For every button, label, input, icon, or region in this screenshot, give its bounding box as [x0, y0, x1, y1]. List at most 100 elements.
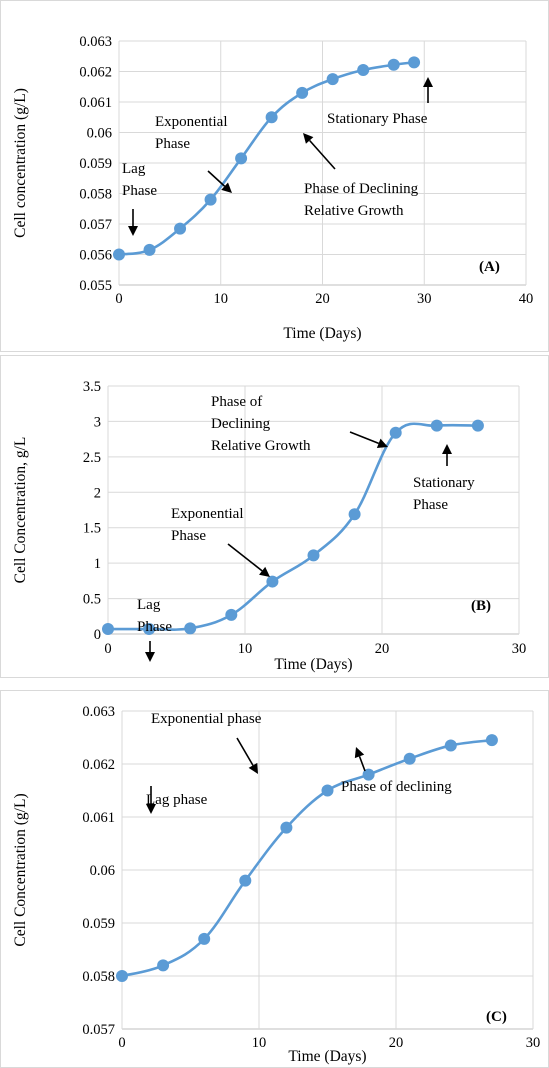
- chart-c-svg: 0.057 0.058 0.059 0.06 0.061 0.062 0.063 0 10 20 3…: [12, 704, 540, 1065]
- data-point: [389, 426, 402, 439]
- chart-b-svg: 0 0.5 1 1.5 2 2.5 3 3.5 0 10 20 30 Time (Days) Cell C…: [12, 379, 527, 673]
- y-tick-label: 0.059: [79, 156, 112, 172]
- annotation-arrow: [128, 209, 138, 236]
- x-tick-label: 30: [417, 291, 432, 307]
- panel-label: (B): [471, 598, 491, 614]
- annotation-arrow: [442, 444, 452, 466]
- data-point: [444, 739, 457, 752]
- data-point: [403, 752, 416, 765]
- y-tick-label: 0.062: [79, 65, 112, 81]
- y-tick-label: 0.06: [87, 126, 112, 142]
- x-tick-label: 0: [104, 641, 111, 657]
- data-point: [143, 243, 156, 256]
- data-point: [225, 608, 238, 621]
- x-tick-label: 10: [238, 641, 253, 657]
- panel-label: (C): [486, 1009, 507, 1025]
- data-point: [296, 86, 309, 99]
- annotation-arrow: [146, 786, 156, 814]
- x-tick-label: 0: [115, 291, 122, 307]
- data-point: [408, 56, 421, 69]
- y-tick-label: 2: [94, 485, 101, 501]
- phase-annotation: Phase: [137, 619, 172, 635]
- data-point: [198, 932, 211, 945]
- x-tick-label: 20: [315, 291, 330, 307]
- y-tick-label: 3: [94, 414, 101, 430]
- phase-annotation: Stationary Phase: [327, 111, 428, 127]
- series-line: [121, 738, 493, 978]
- phase-annotation: Lag phase: [146, 792, 208, 808]
- phase-annotation: Phase: [122, 183, 157, 199]
- y-tick-label: 0.063: [82, 704, 115, 720]
- x-axis-label: Time (Days): [288, 1048, 366, 1065]
- data-point: [471, 419, 484, 432]
- annotation-arrow: [145, 641, 155, 662]
- y-tick-label: 3.5: [83, 379, 101, 395]
- x-tick-label: 0: [118, 1035, 125, 1051]
- phase-annotation: Exponential: [155, 114, 227, 130]
- y-tick-label: 1: [94, 556, 101, 572]
- annotation-arrow: [207, 170, 232, 193]
- data-point: [102, 623, 114, 636]
- y-axis-label: Cell Concentration (g/L): [12, 793, 29, 946]
- y-axis-label: Cell concentration (g/L): [12, 88, 29, 238]
- data-point: [280, 821, 293, 834]
- y-tick-label: 0.5: [83, 592, 101, 608]
- y-tick-label: 0.063: [79, 34, 112, 50]
- x-tick-label: 10: [252, 1035, 267, 1051]
- y-tick-label: 1.5: [83, 521, 101, 537]
- annotation-arrow: [227, 543, 270, 577]
- annotation-arrow: [354, 747, 366, 772]
- data-point: [116, 970, 128, 982]
- panel-label: (A): [479, 259, 500, 275]
- phase-annotation: Phase of Declining: [304, 181, 419, 197]
- data-point: [143, 623, 156, 636]
- x-axis-label: Time (Days): [283, 325, 361, 342]
- annotation-arrow: [349, 431, 388, 448]
- y-tick-label: 0.058: [79, 187, 112, 203]
- phase-annotation: Relative Growth: [211, 438, 311, 454]
- data-point: [357, 63, 370, 76]
- x-tick-label: 20: [389, 1035, 404, 1051]
- phase-annotation: Phase: [171, 528, 206, 544]
- chart-panel-a: 0.055 0.056 0.057 0.058 0.059 0.06 0.061 0.062 0…: [0, 0, 549, 352]
- x-axis-label: Time (Days): [274, 656, 352, 673]
- phase-annotation: Declining: [211, 416, 271, 432]
- annotation-arrow: [236, 737, 258, 774]
- x-tick-label: 30: [512, 641, 527, 657]
- x-tick-label: 10: [214, 291, 229, 307]
- annotation-arrow: [423, 77, 433, 103]
- y-tick-label: 0.059: [82, 916, 115, 932]
- phase-annotation: Relative Growth: [304, 203, 404, 219]
- y-tick-label: 0.057: [79, 217, 112, 233]
- y-tick-label: 0.057: [82, 1022, 115, 1038]
- chart-a-svg: 0.055 0.056 0.057 0.058 0.059 0.06 0.061 0.062 0…: [12, 34, 534, 342]
- phase-annotation: Phase of: [211, 394, 262, 410]
- y-axis-label: Cell Concentration, g/L: [12, 437, 29, 584]
- phase-annotation: Stationary: [413, 475, 475, 491]
- data-point: [485, 734, 498, 747]
- data-point: [239, 874, 252, 887]
- phase-annotation: Phase: [155, 136, 190, 152]
- x-tick-label: 40: [519, 291, 534, 307]
- data-point: [235, 152, 248, 165]
- chart-panel-c: 0.057 0.058 0.059 0.06 0.061 0.062 0.063 0 10 20 3…: [0, 690, 549, 1068]
- data-point: [113, 248, 125, 261]
- phase-annotation: Phase of declining: [341, 779, 452, 795]
- series-line: [118, 61, 415, 256]
- data-point: [321, 784, 334, 797]
- y-tick-label: 0.061: [79, 95, 112, 111]
- phase-annotation: Exponential: [171, 506, 243, 522]
- data-point: [184, 622, 197, 635]
- y-tick-label: 0.058: [82, 969, 115, 985]
- data-point: [174, 222, 187, 235]
- data-point: [265, 111, 278, 124]
- x-tick-label: 20: [375, 641, 390, 657]
- data-point: [362, 768, 375, 781]
- y-tick-label: 0.056: [79, 248, 112, 264]
- phase-annotation: Lag: [122, 161, 146, 177]
- data-point: [326, 73, 339, 86]
- phase-annotation: Lag: [137, 597, 161, 613]
- data-point: [307, 549, 320, 562]
- data-point: [266, 575, 279, 588]
- chart-panel-b: 0 0.5 1 1.5 2 2.5 3 3.5 0 10 20 30 Time (Days) Cell C…: [0, 355, 549, 678]
